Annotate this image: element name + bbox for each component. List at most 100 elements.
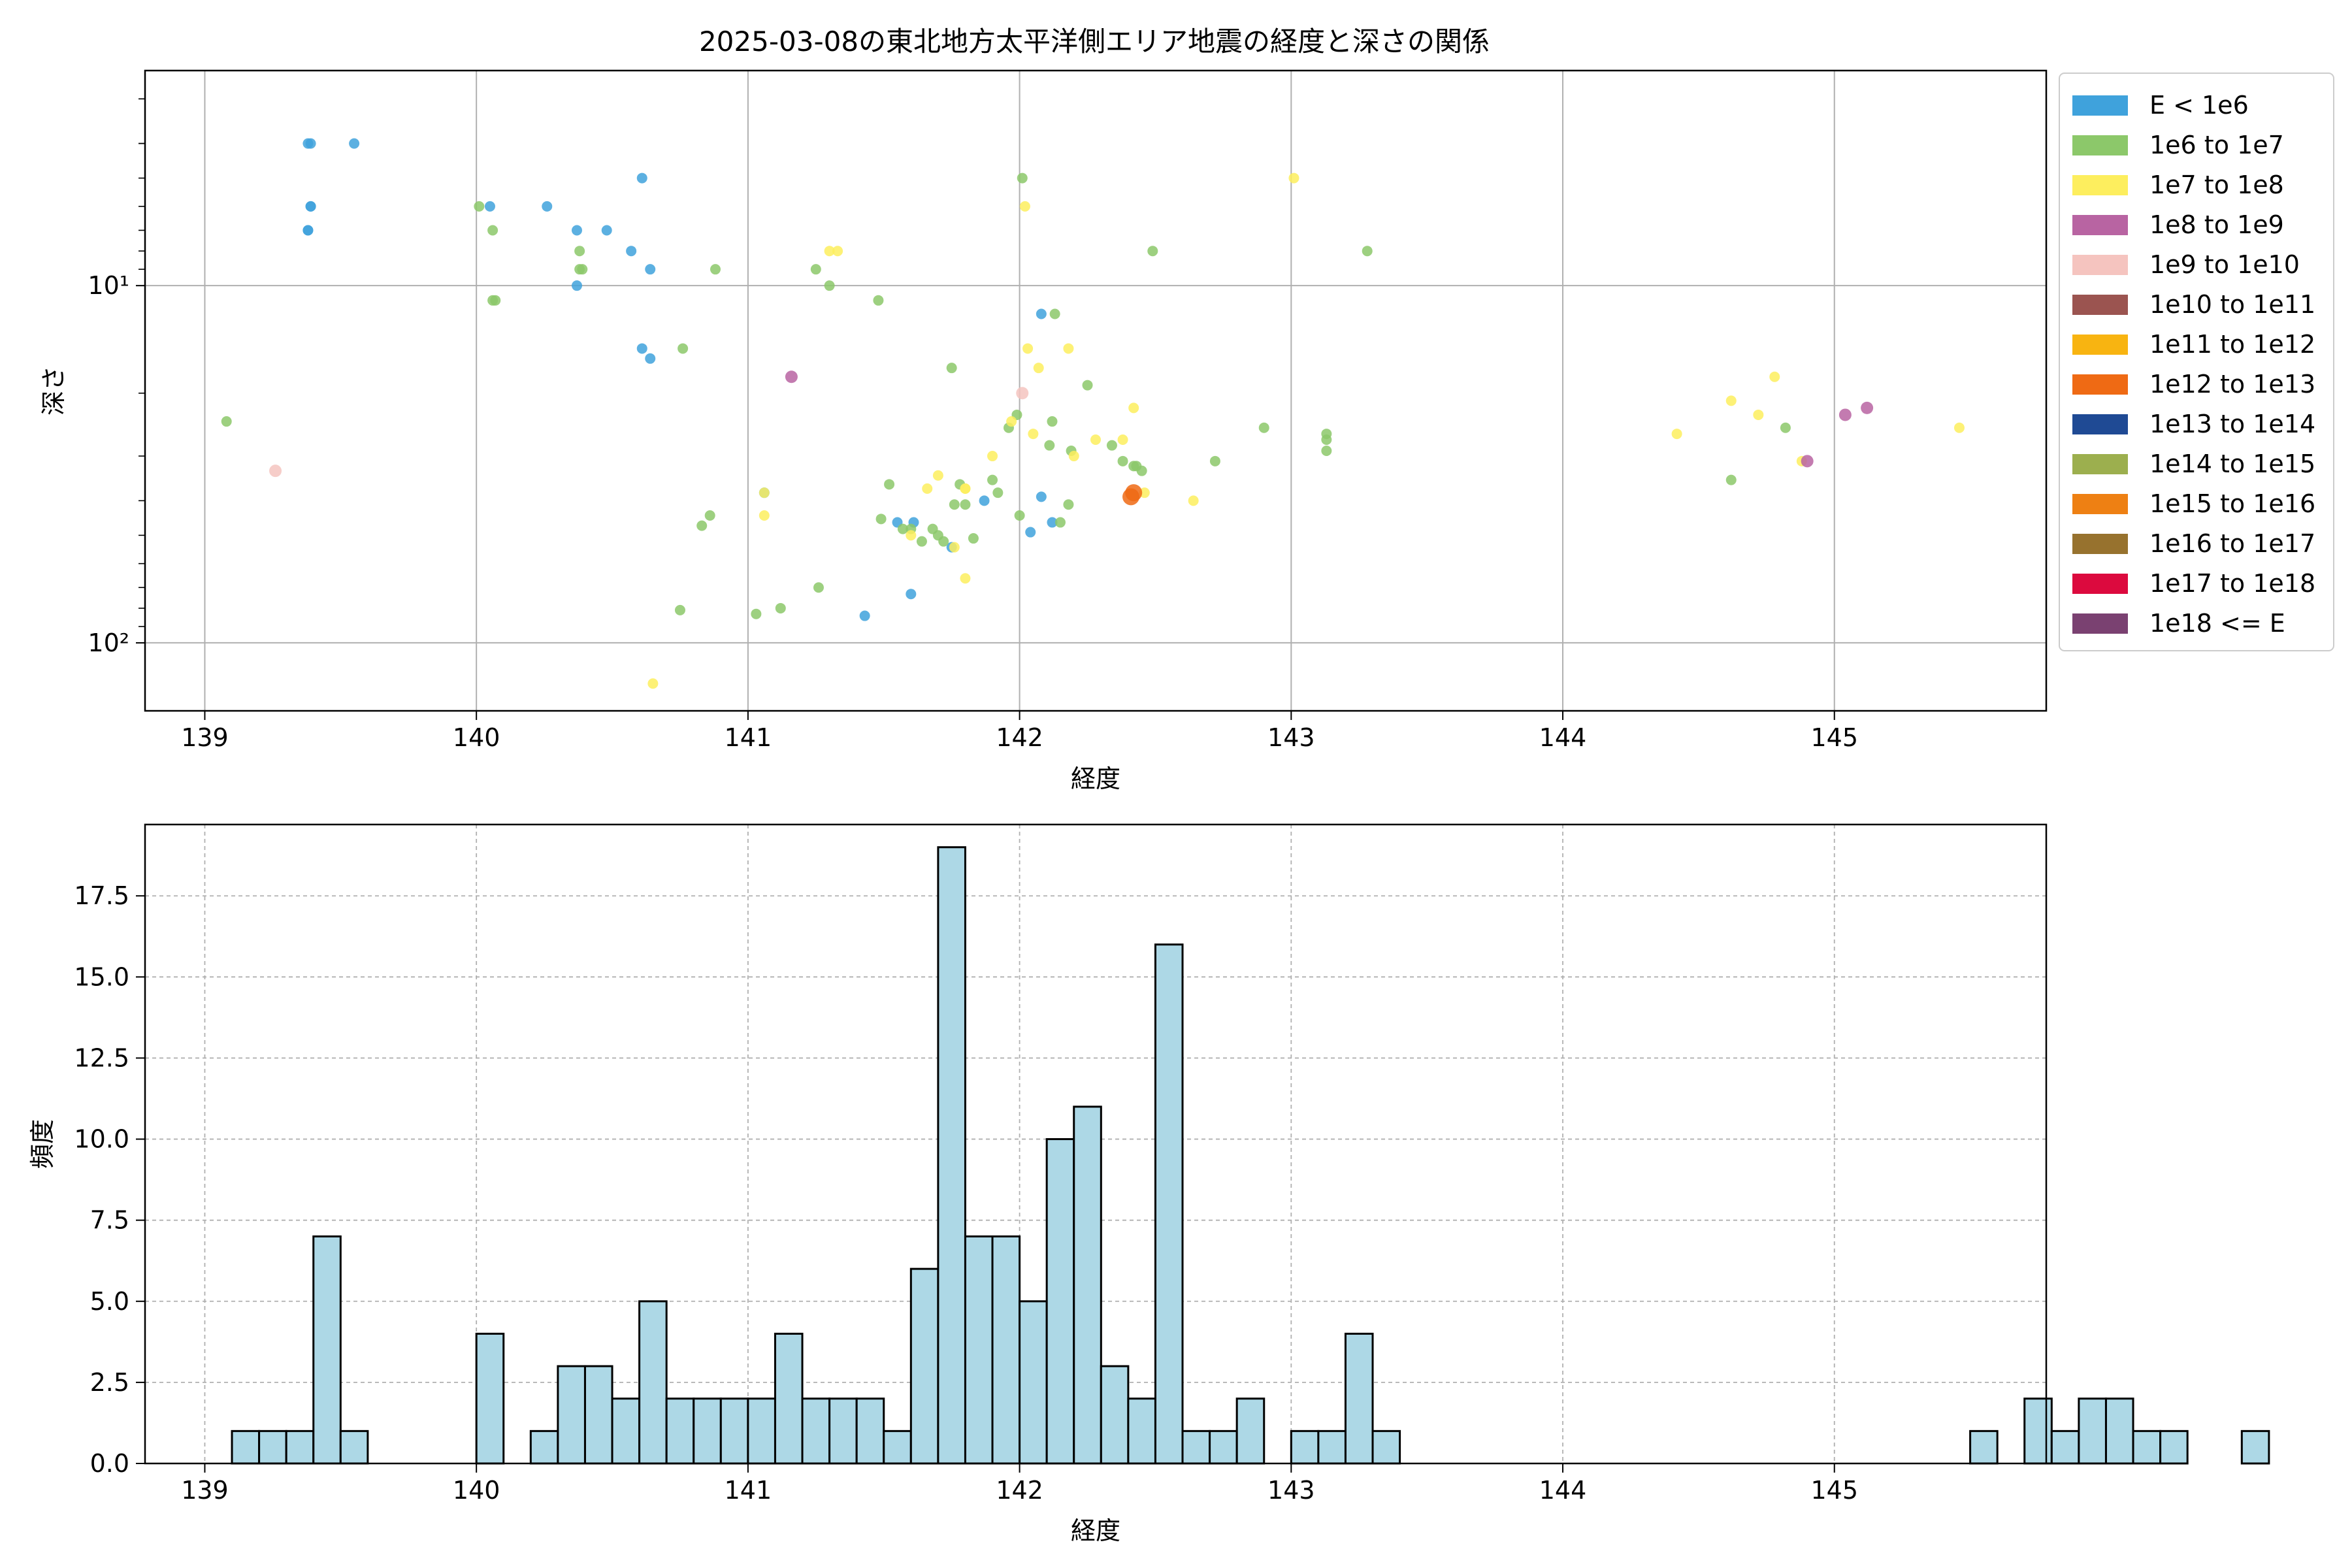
scatter-point	[1036, 308, 1047, 319]
scatter-point	[1047, 416, 1058, 427]
scatter-point	[1139, 487, 1150, 498]
legend-label: 1e18 <= E	[2149, 609, 2285, 638]
scatter-point	[1068, 451, 1079, 462]
scatter-point	[647, 678, 659, 689]
histogram-bar	[991, 1235, 1021, 1465]
legend-label: 1e6 to 1e7	[2149, 131, 2284, 159]
scatter-point	[1953, 422, 1965, 433]
legend-swatch	[2072, 534, 2128, 554]
histogram-chart: 139 140 141 142 143 144 145 0.0 2.5 5.0 7.5 10.0 12.…	[28, 823, 2270, 1545]
scatter-point	[832, 246, 843, 257]
scatter-point	[1047, 517, 1058, 528]
histogram-bar	[693, 1397, 722, 1465]
histogram-bar	[557, 1365, 586, 1465]
histogram-bar	[1073, 1105, 1102, 1465]
scatter-point	[813, 582, 824, 593]
scatter-x-tick-label: 142	[996, 723, 1043, 752]
histogram-y-tick-label: 12.5	[74, 1043, 129, 1072]
scatter-point	[1117, 455, 1128, 466]
scatter-point	[1725, 474, 1737, 485]
histogram-y-tick-label: 7.5	[90, 1206, 129, 1235]
histogram-bar	[828, 1397, 858, 1465]
histogram-bar	[583, 1365, 613, 1465]
scatter-point	[269, 465, 282, 478]
histogram-bars	[231, 846, 2270, 1465]
scatter-point	[1209, 455, 1220, 466]
histogram-bar	[1181, 1429, 1211, 1465]
legend-swatch	[2072, 454, 2128, 474]
scatter-point	[1054, 517, 1066, 528]
histogram-y-tick-label: 0.0	[90, 1449, 129, 1478]
histogram-bar	[774, 1332, 804, 1465]
legend-swatch	[2072, 135, 2128, 155]
legend-swatch	[2072, 295, 2128, 315]
histogram-x-tick-label: 139	[181, 1476, 229, 1505]
scatter-point	[1671, 429, 1682, 440]
scatter-point	[1321, 434, 1332, 446]
scatter-point	[484, 201, 495, 212]
histogram-bar	[1317, 1429, 1347, 1465]
scatter-point	[960, 499, 971, 510]
scatter-point	[979, 495, 990, 506]
scatter-point	[759, 487, 770, 498]
histogram-bar	[1290, 1429, 1320, 1465]
scatter-point	[626, 246, 637, 257]
legend-label: 1e9 to 1e10	[2149, 250, 2300, 279]
legend-swatch	[2072, 414, 2128, 434]
scatter-point	[1780, 422, 1791, 433]
scatter-point	[1753, 409, 1764, 420]
histogram-bar	[2104, 1397, 2134, 1465]
histogram-x-tick-label: 141	[725, 1476, 772, 1505]
histogram-bar	[2240, 1429, 2270, 1465]
legend-swatch	[2072, 613, 2128, 634]
histogram-bar	[475, 1332, 505, 1465]
scatter-x-tick-label: 140	[453, 723, 500, 752]
scatter-frame	[144, 69, 2048, 712]
histogram-bar	[2132, 1429, 2162, 1465]
scatter-point	[949, 542, 960, 553]
histogram-bar	[801, 1397, 831, 1465]
histogram-bar	[1019, 1300, 1048, 1465]
scatter-point	[571, 225, 582, 236]
legend-label: 1e15 to 1e16	[2149, 489, 2315, 518]
scatter-point	[1019, 201, 1030, 212]
scatter-legend: E < 1e6 1e6 to 1e7 1e7 to 1e8 1e8 to 1e9 1e9…	[2059, 73, 2334, 651]
legend-label: 1e17 to 1e18	[2149, 569, 2315, 598]
scatter-point	[884, 479, 895, 490]
histogram-y-tick-label: 17.5	[74, 881, 129, 910]
histogram-bar	[285, 1429, 315, 1465]
scatter-point	[906, 530, 917, 541]
scatter-point	[542, 201, 553, 212]
legend-frame	[2059, 73, 2334, 651]
scatter-x-tick-label: 143	[1267, 723, 1315, 752]
histogram-bar	[883, 1429, 912, 1465]
legend-swatch	[2072, 215, 2128, 235]
scatter-point	[349, 138, 360, 149]
histogram-bar	[258, 1429, 287, 1465]
legend-swatch	[2072, 335, 2128, 355]
scatter-point	[1288, 172, 1299, 184]
scatter-point	[949, 499, 960, 510]
histogram-bar	[1154, 943, 1184, 1465]
legend-label: 1e13 to 1e14	[2149, 410, 2315, 438]
scatter-point	[571, 280, 582, 291]
scatter-point	[916, 536, 927, 547]
legend-swatch	[2072, 574, 2128, 594]
histogram-bar	[2023, 1397, 2053, 1465]
histogram-y-axis-label: 頻度	[28, 1119, 57, 1169]
histogram-bar	[2159, 1429, 2189, 1465]
histogram-bar	[529, 1429, 559, 1465]
histogram-y-tick-label: 15.0	[74, 962, 129, 991]
scatter-point	[1838, 408, 1852, 421]
scatter-y-axis-label: 深さ	[39, 366, 68, 416]
scatter-point	[1106, 440, 1117, 451]
histogram-bar	[2078, 1397, 2107, 1465]
scatter-x-tick-label: 141	[725, 723, 772, 752]
scatter-point	[1049, 308, 1060, 319]
scatter-point	[987, 474, 998, 485]
histogram-ticks: 139 140 141 142 143 144 145 0.0 2.5 5.0 7.5 10.0 12.…	[74, 881, 1858, 1505]
scatter-point	[696, 520, 708, 531]
legend-swatch	[2072, 494, 2128, 514]
histogram-y-tick-label: 5.0	[90, 1287, 129, 1316]
histogram-bar	[1344, 1332, 1374, 1465]
